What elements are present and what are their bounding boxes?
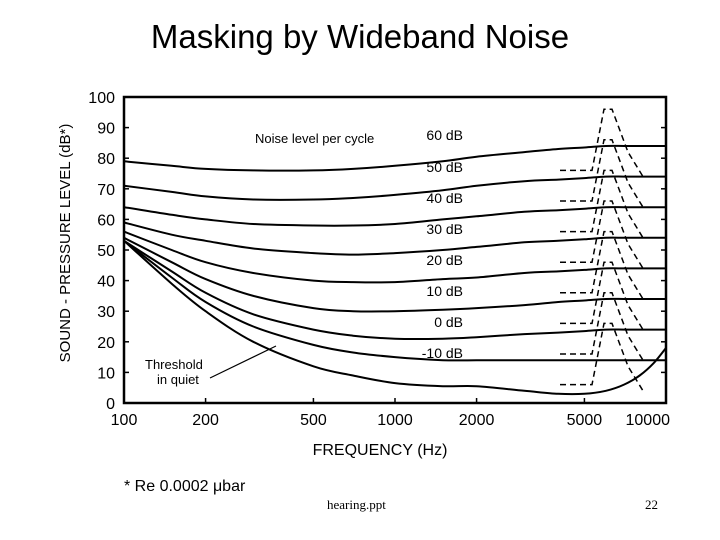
y-tick-label: 30 — [97, 304, 115, 321]
x-tick-label: 500 — [300, 412, 327, 429]
y-tick-label: 20 — [97, 335, 115, 352]
page-number: 22 — [645, 497, 658, 512]
y-tick-label: 10 — [97, 365, 115, 382]
curve-label: 50 dB — [426, 159, 463, 175]
series-line-4 — [123, 221, 666, 256]
y-tick-label: 50 — [97, 243, 115, 260]
threshold-annotation: Threshold in quiet — [145, 357, 206, 387]
series-line-6 — [123, 236, 666, 313]
curve-label: 60 dB — [426, 127, 463, 143]
header-label: Noise level per cycle — [255, 131, 374, 146]
masking-curves — [123, 108, 667, 396]
series-line-9 — [123, 240, 667, 396]
series-line-7 — [123, 239, 666, 341]
dashed-bump-5 — [560, 230, 644, 300]
x-tick-label: 10000 — [626, 412, 671, 429]
footer-filename: hearing.ppt — [327, 497, 386, 512]
dashed-bump-8 — [560, 322, 644, 392]
threshold-line-1: Threshold — [145, 357, 203, 372]
dashed-bump-1 — [560, 108, 644, 177]
y-tick-label: 60 — [97, 212, 115, 229]
dashed-bump-2 — [560, 139, 644, 208]
x-axis-title: FREQUENCY (Hz) — [313, 442, 448, 459]
x-tick-label: 200 — [192, 412, 219, 429]
curve-labels: 60 dB 50 dB 40 dB 30 dB 20 dB 10 dB 0 dB -10 dB — [422, 127, 463, 361]
slide-title: Masking by Wideband Noise — [150, 18, 570, 55]
series-line-5 — [123, 230, 666, 284]
curve-label: 10 dB — [426, 283, 463, 299]
series-line-8 — [123, 240, 666, 362]
series-line-1 — [123, 144, 666, 172]
y-tick-label: 70 — [97, 182, 115, 199]
series-line-3 — [123, 206, 666, 227]
y-tick-label: 90 — [97, 121, 115, 138]
y-tick-label: 100 — [88, 90, 115, 107]
x-tick-label: 1000 — [377, 412, 413, 429]
x-tick-label: 5000 — [567, 412, 603, 429]
y-axis-title: SOUND - PRESSURE LEVEL (dB*) — [57, 124, 74, 363]
curve-label: 30 dB — [426, 221, 463, 237]
curve-label: -10 dB — [422, 345, 463, 361]
x-tick-label: 2000 — [459, 412, 495, 429]
dashed-bump-4 — [560, 200, 644, 269]
dashed-bump-6 — [560, 261, 644, 330]
x-tick-label: 100 — [111, 412, 138, 429]
dashed-bump-7 — [560, 292, 644, 361]
y-tick-label: 0 — [106, 396, 115, 413]
series-line-2 — [123, 175, 666, 201]
threshold-line-2: in quiet — [157, 372, 199, 387]
y-tick-label: 40 — [97, 274, 115, 291]
dashed-bump-3 — [560, 169, 644, 239]
curve-label: 0 dB — [434, 314, 463, 330]
curve-label: 40 dB — [426, 190, 463, 206]
curve-label: 20 dB — [426, 252, 463, 268]
reference-footnote: * Re 0.0002 μbar — [124, 478, 246, 495]
axes: 0 10 20 30 40 50 60 70 80 90 100 100 200 500 1000 2000 5… — [88, 90, 670, 429]
y-tick-label: 80 — [97, 151, 115, 168]
threshold-pointer — [209, 345, 277, 379]
